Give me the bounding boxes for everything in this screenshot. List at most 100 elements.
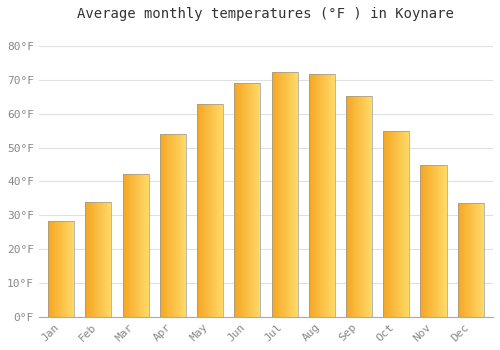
Bar [185,134,186,317]
Bar [54,220,55,317]
Bar [408,131,409,317]
Bar [326,74,327,317]
Bar [332,74,333,317]
Bar [55,220,56,317]
Bar [259,83,260,317]
Bar [65,220,66,317]
Bar [109,202,110,317]
Bar [256,83,257,317]
Bar [476,203,477,317]
Bar [346,96,372,317]
Bar [462,203,463,317]
Bar [122,174,148,317]
Bar [209,104,210,317]
Bar [308,74,310,317]
Bar [210,104,211,317]
Bar [368,96,369,317]
Bar [400,131,401,317]
Bar [387,131,388,317]
Bar [235,83,236,317]
Bar [468,203,469,317]
Bar [72,220,73,317]
Bar [314,74,315,317]
Bar [237,83,238,317]
Bar [122,174,123,317]
Bar [243,83,244,317]
Bar [104,202,105,317]
Bar [348,96,349,317]
Bar [181,134,182,317]
Bar [128,174,129,317]
Bar [140,174,141,317]
Bar [207,104,208,317]
Bar [100,202,101,317]
Bar [421,165,422,317]
Bar [161,134,162,317]
Bar [50,220,51,317]
Bar [399,131,400,317]
Bar [138,174,140,317]
Bar [214,104,215,317]
Bar [221,104,222,317]
Bar [292,72,293,317]
Bar [394,131,395,317]
Bar [88,202,89,317]
Bar [60,220,61,317]
Bar [420,165,446,317]
Bar [351,96,352,317]
Bar [316,74,317,317]
Bar [396,131,397,317]
Bar [320,74,322,317]
Bar [295,72,296,317]
Bar [318,74,319,317]
Bar [145,174,146,317]
Bar [105,202,106,317]
Bar [126,174,127,317]
Bar [459,203,460,317]
Bar [212,104,213,317]
Bar [317,74,318,317]
Bar [215,104,216,317]
Bar [68,220,69,317]
Bar [366,96,367,317]
Bar [136,174,137,317]
Bar [49,220,50,317]
Bar [168,134,169,317]
Bar [352,96,353,317]
Bar [472,203,473,317]
Bar [333,74,334,317]
Bar [427,165,428,317]
Bar [401,131,402,317]
Bar [395,131,396,317]
Bar [440,165,441,317]
Bar [184,134,185,317]
Bar [206,104,207,317]
Bar [460,203,461,317]
Bar [64,220,65,317]
Bar [165,134,166,317]
Bar [251,83,252,317]
Bar [289,72,290,317]
Bar [283,72,284,317]
Bar [433,165,434,317]
Bar [361,96,362,317]
Bar [257,83,258,317]
Bar [346,96,347,317]
Bar [445,165,446,317]
Bar [123,174,124,317]
Bar [179,134,180,317]
Bar [327,74,328,317]
Bar [288,72,289,317]
Bar [474,203,475,317]
Bar [353,96,354,317]
Bar [166,134,167,317]
Bar [355,96,356,317]
Bar [219,104,220,317]
Bar [438,165,439,317]
Bar [53,220,54,317]
Bar [127,174,128,317]
Bar [97,202,98,317]
Bar [363,96,364,317]
Bar [172,134,173,317]
Bar [249,83,250,317]
